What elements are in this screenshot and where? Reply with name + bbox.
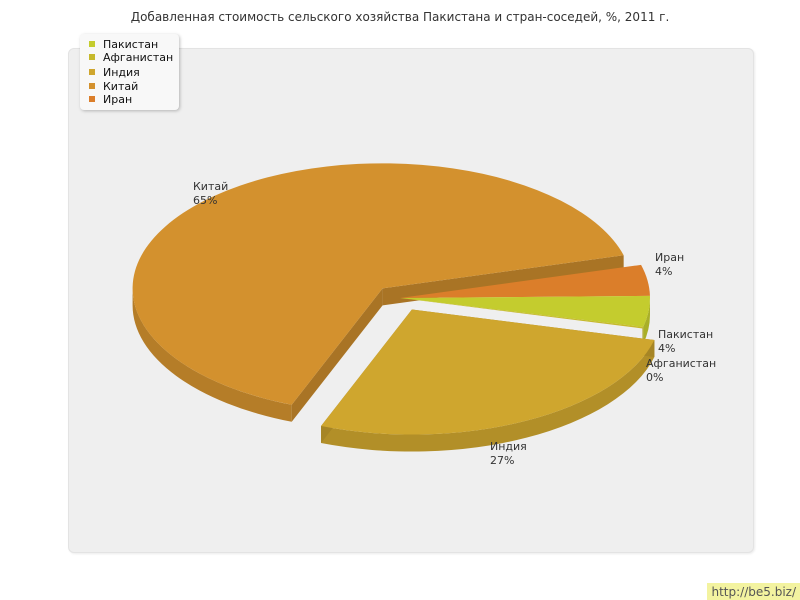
slice-label-name: Пакистан	[658, 328, 713, 341]
legend-label: Афганистан	[103, 51, 174, 64]
slice-label-name: Индия	[490, 440, 527, 453]
slice-label-name: Китай	[193, 180, 228, 193]
legend-swatch-icon	[89, 96, 95, 102]
legend-swatch-icon	[89, 54, 95, 60]
pie-slice-wall	[291, 288, 383, 422]
pie-slice-Афганистан	[400, 298, 644, 329]
slice-label-name: Афганистан	[646, 357, 716, 370]
legend-label: Иран	[103, 93, 133, 106]
legend-label: Китай	[103, 80, 139, 93]
legend: Пакистан Афганистан Индия Китай Иран	[80, 34, 179, 110]
pie-slice-Пакистан	[400, 295, 650, 328]
pie-slice-Иран	[400, 264, 650, 298]
pie-slice-side	[643, 298, 650, 345]
slice-label-value: 0%	[646, 371, 663, 384]
pie-slice-Китай	[132, 163, 624, 405]
legend-label: Пакистан	[103, 38, 159, 51]
slice-label-value: 4%	[655, 265, 672, 278]
pie-slice-side	[132, 288, 292, 422]
pie-slice-side	[321, 340, 655, 452]
legend-swatch-icon	[89, 83, 95, 89]
pie-slice-Индия	[321, 309, 655, 435]
slice-label-value: 27%	[490, 454, 514, 467]
watermark-link[interactable]: http://be5.biz/	[707, 583, 800, 600]
legend-swatch-icon	[89, 69, 95, 75]
chart-title: Добавленная стоимость сельского хозяйств…	[130, 10, 670, 24]
slice-label-value: 65%	[193, 194, 217, 207]
legend-label: Индия	[103, 66, 140, 79]
slice-label-value: 4%	[658, 342, 675, 355]
legend-swatch-icon	[89, 41, 95, 47]
slice-label-name: Иран	[655, 251, 684, 264]
